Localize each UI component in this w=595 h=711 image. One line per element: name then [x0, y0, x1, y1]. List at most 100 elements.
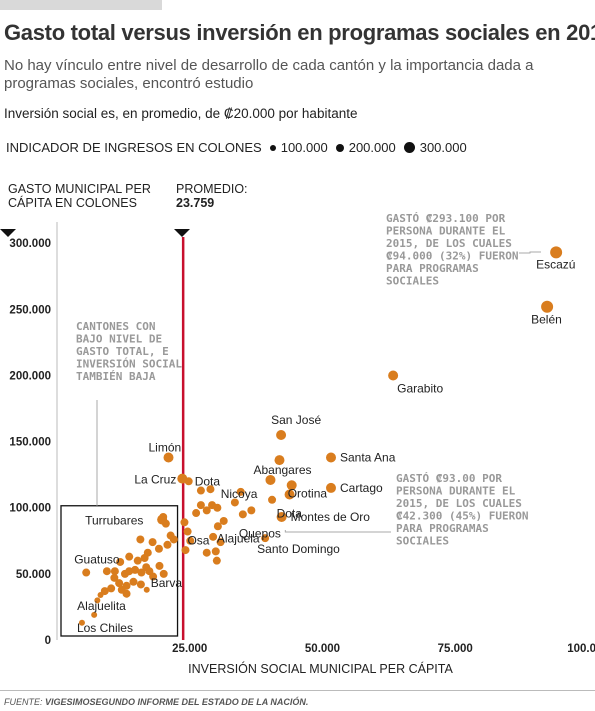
data-point: [166, 531, 175, 540]
data-point: [125, 552, 134, 561]
point-label: Quepos: [239, 526, 281, 540]
point-label: Santa Ana: [340, 450, 396, 464]
low-cantons-box: [60, 505, 179, 637]
point-label: Turrubares: [85, 514, 143, 528]
y-tick-label: 100.000: [9, 503, 51, 515]
y-tick-label: 0: [45, 635, 51, 647]
annotation-escazu: GASTÓ ₡293.100 POR: [386, 212, 506, 225]
data-point: [274, 455, 285, 466]
size-legend: INDICADOR DE INGRESOS EN COLONES 100.000…: [6, 140, 467, 155]
annotation-escazu: SOCIALES: [386, 275, 439, 288]
data-point: [159, 513, 168, 521]
point-label: Alajuela: [217, 531, 260, 545]
y-tick-label: 300.000: [9, 238, 51, 250]
data-point: [97, 592, 104, 599]
point-label: Dota: [277, 507, 303, 521]
point-label: Escazú: [536, 257, 575, 271]
annotation-montes-de-oro: 2015, DE LOS CUALES: [396, 497, 522, 510]
data-point: [388, 370, 399, 381]
x-axis-title: INVERSIÓN SOCIAL MUNICIPAL PER CÁPITA: [188, 661, 453, 676]
top-bar: [0, 0, 162, 10]
data-point: [202, 548, 211, 557]
axes: 0 50.000 100.000 150.000 200.000 250.000 300.0…: [0, 222, 595, 676]
data-point: [78, 619, 85, 626]
legend-item-medium: 200.000: [335, 140, 396, 155]
point-label: La Cruz: [134, 473, 176, 487]
annotation-low-cantons: TAMBIÉN BAJA: [76, 370, 156, 383]
annotation-oro-leader: [284, 530, 391, 533]
data-point: [550, 246, 563, 259]
data-point: [161, 519, 170, 528]
data-point: [213, 503, 222, 512]
y-tick-label: 200.000: [9, 370, 51, 382]
point-label: Alajuelita: [77, 599, 126, 613]
data-point: [238, 510, 247, 519]
legend-label-small: 100.000: [280, 140, 328, 155]
points: [78, 246, 563, 626]
data-point: [268, 495, 277, 504]
point-labels: Escazú Belén Garabito San José Limón Santa An…: [74, 257, 575, 634]
data-point: [183, 527, 192, 536]
average-label-block: PROMEDIO: 23.759: [176, 182, 248, 210]
data-point: [181, 546, 190, 555]
y-tick-label: 250.000: [9, 304, 51, 316]
data-point: [186, 536, 195, 545]
annotation-escazu-leader: [519, 251, 541, 254]
point-label: Dota: [195, 474, 221, 488]
legend-dot-medium: [335, 143, 344, 152]
annotation-montes-de-oro: PERSONA DURANTE EL: [396, 485, 516, 498]
annotation-low-cantons: BAJO NIVEL DE: [76, 333, 162, 346]
data-point: [142, 563, 151, 572]
data-point: [184, 477, 193, 486]
annotation-low-cantons: INVERSIÓN SOCIAL: [76, 358, 182, 371]
annotation-montes-de-oro: PARA PROGRAMAS: [396, 522, 489, 535]
data-point: [230, 498, 239, 507]
annotation-escazu: PERSONA DURANTE EL: [386, 225, 506, 238]
data-point: [102, 567, 111, 576]
data-point: [136, 535, 145, 544]
legend-label-large: 300.000: [419, 140, 467, 155]
data-point: [196, 486, 205, 495]
data-point: [163, 452, 174, 463]
data-point: [219, 516, 228, 525]
data-point: [154, 544, 163, 553]
y-axis-title: GASTO MUNICIPAL PER CÁPITA EN COLONES: [8, 182, 151, 210]
x-tick-label: 50.000: [305, 643, 340, 655]
data-point: [136, 580, 145, 589]
average-label: PROMEDIO:: [176, 182, 248, 196]
data-point: [107, 584, 116, 593]
point-label: Limón: [149, 440, 182, 454]
legend-dot-large: [403, 142, 415, 153]
point-label: Montes de Oro: [291, 510, 371, 524]
point-label: Nicoya: [221, 487, 258, 501]
legend-item-large: 300.000: [403, 140, 467, 155]
point-label: Osa: [187, 533, 209, 547]
data-point: [133, 556, 142, 565]
data-point: [212, 556, 221, 565]
y-tick-label: 150.000: [9, 437, 51, 449]
point-label: Garabito: [397, 381, 443, 395]
source-footer: FUENTE: VIGESIMOSEGUNDO INFORME DEL ESTA…: [4, 697, 308, 707]
x-tick-label: 75.000: [438, 643, 473, 655]
data-point: [325, 482, 336, 493]
data-point: [129, 577, 138, 586]
data-point: [116, 557, 125, 566]
x-tick-label: 100.000: [567, 643, 595, 655]
data-point: [180, 518, 189, 527]
data-point: [159, 569, 168, 578]
point-label: Orotina: [288, 486, 328, 500]
y-tick-label: 50.000: [16, 569, 51, 581]
data-point: [163, 540, 172, 549]
data-point: [236, 487, 245, 496]
data-point: [143, 586, 150, 593]
y-axis-marker: [0, 229, 16, 237]
data-point: [247, 506, 256, 515]
data-point: [276, 512, 287, 522]
legend-title: INDICADOR DE INGRESOS EN COLONES: [6, 140, 262, 155]
data-point: [206, 485, 215, 494]
point-label: Cartago: [340, 481, 383, 495]
annotation-escazu: ₡94.000 (32%) FUERON: [386, 250, 518, 263]
data-point: [325, 452, 336, 463]
data-point: [122, 589, 131, 598]
data-point: [131, 565, 140, 574]
